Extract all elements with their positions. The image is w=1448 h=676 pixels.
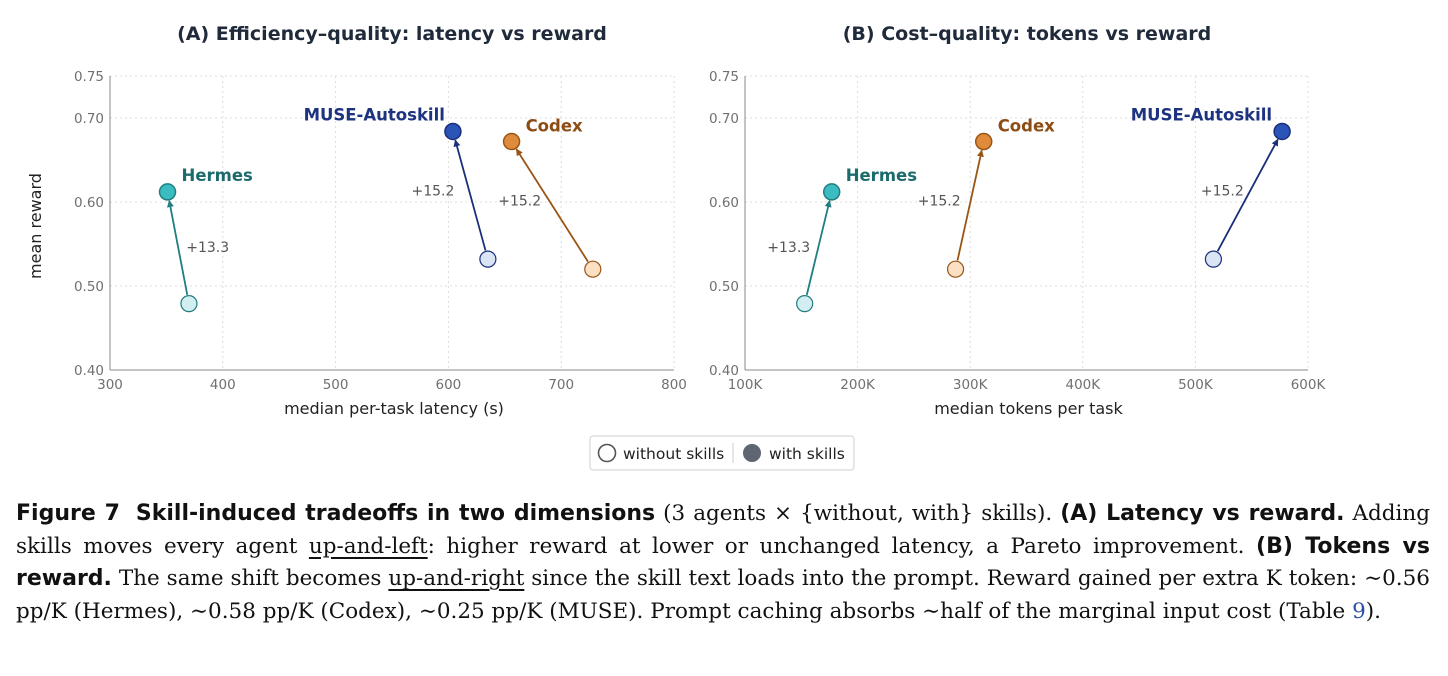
legend-without-label: without skills <box>623 445 724 463</box>
y-tick-label: 0.40 <box>74 363 104 379</box>
codex-delta-label: +15.2 <box>918 193 961 209</box>
caption-a-text-2: : higher reward at lower or unchanged la… <box>427 533 1245 559</box>
y-tick-label: 0.60 <box>74 195 104 211</box>
y-tick-label: 0.75 <box>74 69 104 85</box>
hermes-without-skills-point <box>180 295 198 313</box>
hermes-label: Hermes <box>182 166 254 185</box>
codex-with-skills-point <box>502 132 521 151</box>
legend-box <box>589 435 855 471</box>
codex-without-skills-point <box>584 260 602 278</box>
hermes-shift-arrow <box>805 199 832 296</box>
muse-autoskill-without-skills-point <box>1204 250 1223 268</box>
hermes-shift-arrow <box>166 200 189 295</box>
hermes-without-skills-point <box>796 295 814 313</box>
caption-b-text-1: The same shift becomes <box>118 566 382 591</box>
muse-autoskill-without-skills-point <box>479 250 497 268</box>
x-tick-label: 500K <box>1178 377 1214 393</box>
panel-b: (B) Cost–quality: tokens vs reward 100K 20… <box>709 23 1327 418</box>
caption-b-underline: up-and-right <box>388 566 525 591</box>
caption-a-underline: up-and-left <box>308 533 428 559</box>
muse-autoskill-shift-arrow <box>1216 138 1279 252</box>
muse-autoskill-label: MUSE-Autoskill <box>304 105 445 124</box>
caption-a-text-1: Adding skills moves every agent <box>16 501 1431 559</box>
caption-b-label: (B) Tokens vs reward. <box>16 533 1430 592</box>
caption-heading: Skill-induced tradeoffs in two dimension… <box>135 501 656 526</box>
muse-autoskill-delta-label: +15.2 <box>1201 183 1244 199</box>
codex-label: Codex <box>526 117 583 136</box>
table-reference-link[interactable]: 9 <box>1352 598 1366 624</box>
panel-a: (A) Efficiency–quality: latency vs rewar… <box>26 23 687 418</box>
x-tick-label: 700 <box>548 377 574 393</box>
codex-shift-arrow <box>515 148 589 263</box>
y-axis-label: mean reward <box>26 173 45 279</box>
codex-label: Codex <box>998 117 1055 136</box>
x-tick-label: 800 <box>661 377 687 393</box>
codex-shift-arrow <box>956 149 984 261</box>
hermes-delta-label: +13.3 <box>186 240 229 256</box>
x-tick-label: 600 <box>436 377 462 393</box>
legend-with-marker <box>743 444 761 462</box>
panel-title: (A) Efficiency–quality: latency vs rewar… <box>177 23 607 45</box>
muse-autoskill-with-skills-point <box>1273 122 1291 141</box>
y-tick-label: 0.70 <box>709 111 739 127</box>
x-tick-label: 400K <box>1065 377 1101 393</box>
y-tick-label: 0.75 <box>709 69 739 85</box>
hermes-with-skills-point <box>158 183 177 201</box>
caption-b-text-2: since the skill text loads into the prom… <box>16 566 1430 624</box>
y-tick-label: 0.40 <box>709 363 739 379</box>
x-axis-label: median per-task latency (s) <box>284 399 504 418</box>
x-tick-label: 400 <box>210 377 236 393</box>
codex-delta-label: +15.2 <box>498 193 541 209</box>
legend: without skills with skills <box>589 435 855 471</box>
figure-label: Figure 7 <box>16 501 120 526</box>
codex-without-skills-point <box>946 260 965 278</box>
codex-with-skills-point <box>974 132 993 151</box>
legend-without-marker <box>597 443 617 463</box>
muse-autoskill-with-skills-point <box>444 122 462 141</box>
y-tick-label: 0.60 <box>709 195 739 211</box>
caption-a-label: (A) Latency vs reward. <box>1060 501 1345 526</box>
hermes-delta-label: +13.3 <box>767 240 810 256</box>
x-tick-label: 300 <box>97 377 123 393</box>
caption-paren: (3 agents × {without, with} skills). <box>663 501 1053 526</box>
hermes-label: Hermes <box>846 166 918 185</box>
muse-autoskill-shift-arrow <box>453 139 487 251</box>
legend-with-label: with skills <box>769 445 845 463</box>
hermes-with-skills-point <box>822 183 841 201</box>
x-tick-label: 600K <box>1291 377 1327 393</box>
y-tick-label: 0.50 <box>709 279 739 295</box>
muse-autoskill-delta-label: +15.2 <box>411 183 454 199</box>
x-axis-label: median tokens per task <box>934 399 1123 418</box>
y-tick-label: 0.50 <box>74 279 104 295</box>
x-tick-label: 300K <box>953 377 989 393</box>
y-tick-label: 0.70 <box>74 111 104 127</box>
x-tick-label: 200K <box>840 377 876 393</box>
muse-autoskill-label: MUSE-Autoskill <box>1131 105 1272 124</box>
caption-end: ). <box>1365 598 1382 624</box>
x-tick-label: 100K <box>728 377 764 393</box>
skill-tradeoff-figure: (A) Efficiency–quality: latency vs rewar… <box>26 23 1327 471</box>
panel-title: (B) Cost–quality: tokens vs reward <box>843 23 1212 45</box>
figure-caption: Figure 7 Skill-induced tradeoffs in two … <box>16 498 1430 628</box>
x-tick-label: 500 <box>323 377 349 393</box>
